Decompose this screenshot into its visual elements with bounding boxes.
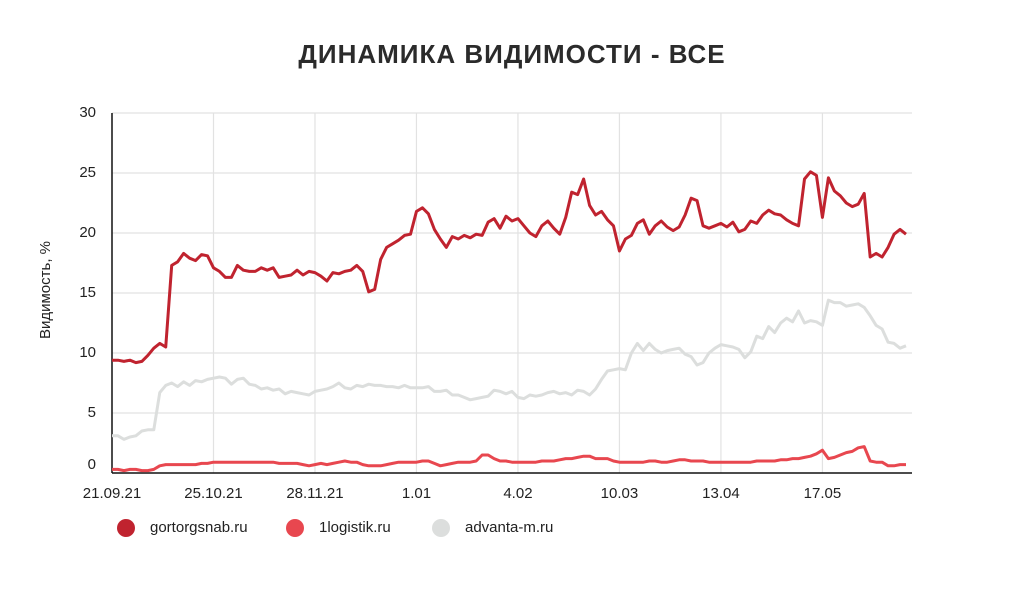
x-tick-label: 1.01 [402, 485, 431, 502]
chart-title: ДИНАМИКА ВИДИМОСТИ - ВСЕ [298, 39, 725, 69]
legend-label: gortorgsnab.ru [150, 519, 248, 536]
series-line [112, 170, 907, 365]
y-tick-label: 10 [79, 344, 96, 361]
x-tick-label: 17.05 [804, 485, 842, 502]
legend-label: advanta-m.ru [465, 519, 553, 536]
legend-marker [286, 519, 304, 537]
legend-marker [432, 519, 450, 537]
y-tick-label: 5 [88, 404, 96, 421]
legend-label: 1logistik.ru [319, 519, 391, 536]
legend-marker [117, 519, 135, 537]
x-tick-label: 21.09.21 [83, 485, 141, 502]
x-tick-label: 4.02 [503, 485, 532, 502]
x-tick-label: 28.11.21 [286, 485, 343, 502]
x-tick-label: 25.10.21 [184, 485, 242, 502]
x-tick-label: 13.04 [702, 485, 740, 502]
series-line [112, 298, 907, 441]
y-tick-label: 25 [79, 164, 96, 181]
series-line [112, 445, 906, 473]
y-tick-label: 15 [79, 284, 96, 301]
y-tick-label: 20 [79, 224, 96, 241]
y-axis-label: Видимость, % [37, 241, 54, 339]
y-tick-label: 30 [79, 104, 96, 121]
x-tick-label: 10.03 [601, 485, 639, 502]
y-tick-label: 0 [88, 456, 96, 473]
